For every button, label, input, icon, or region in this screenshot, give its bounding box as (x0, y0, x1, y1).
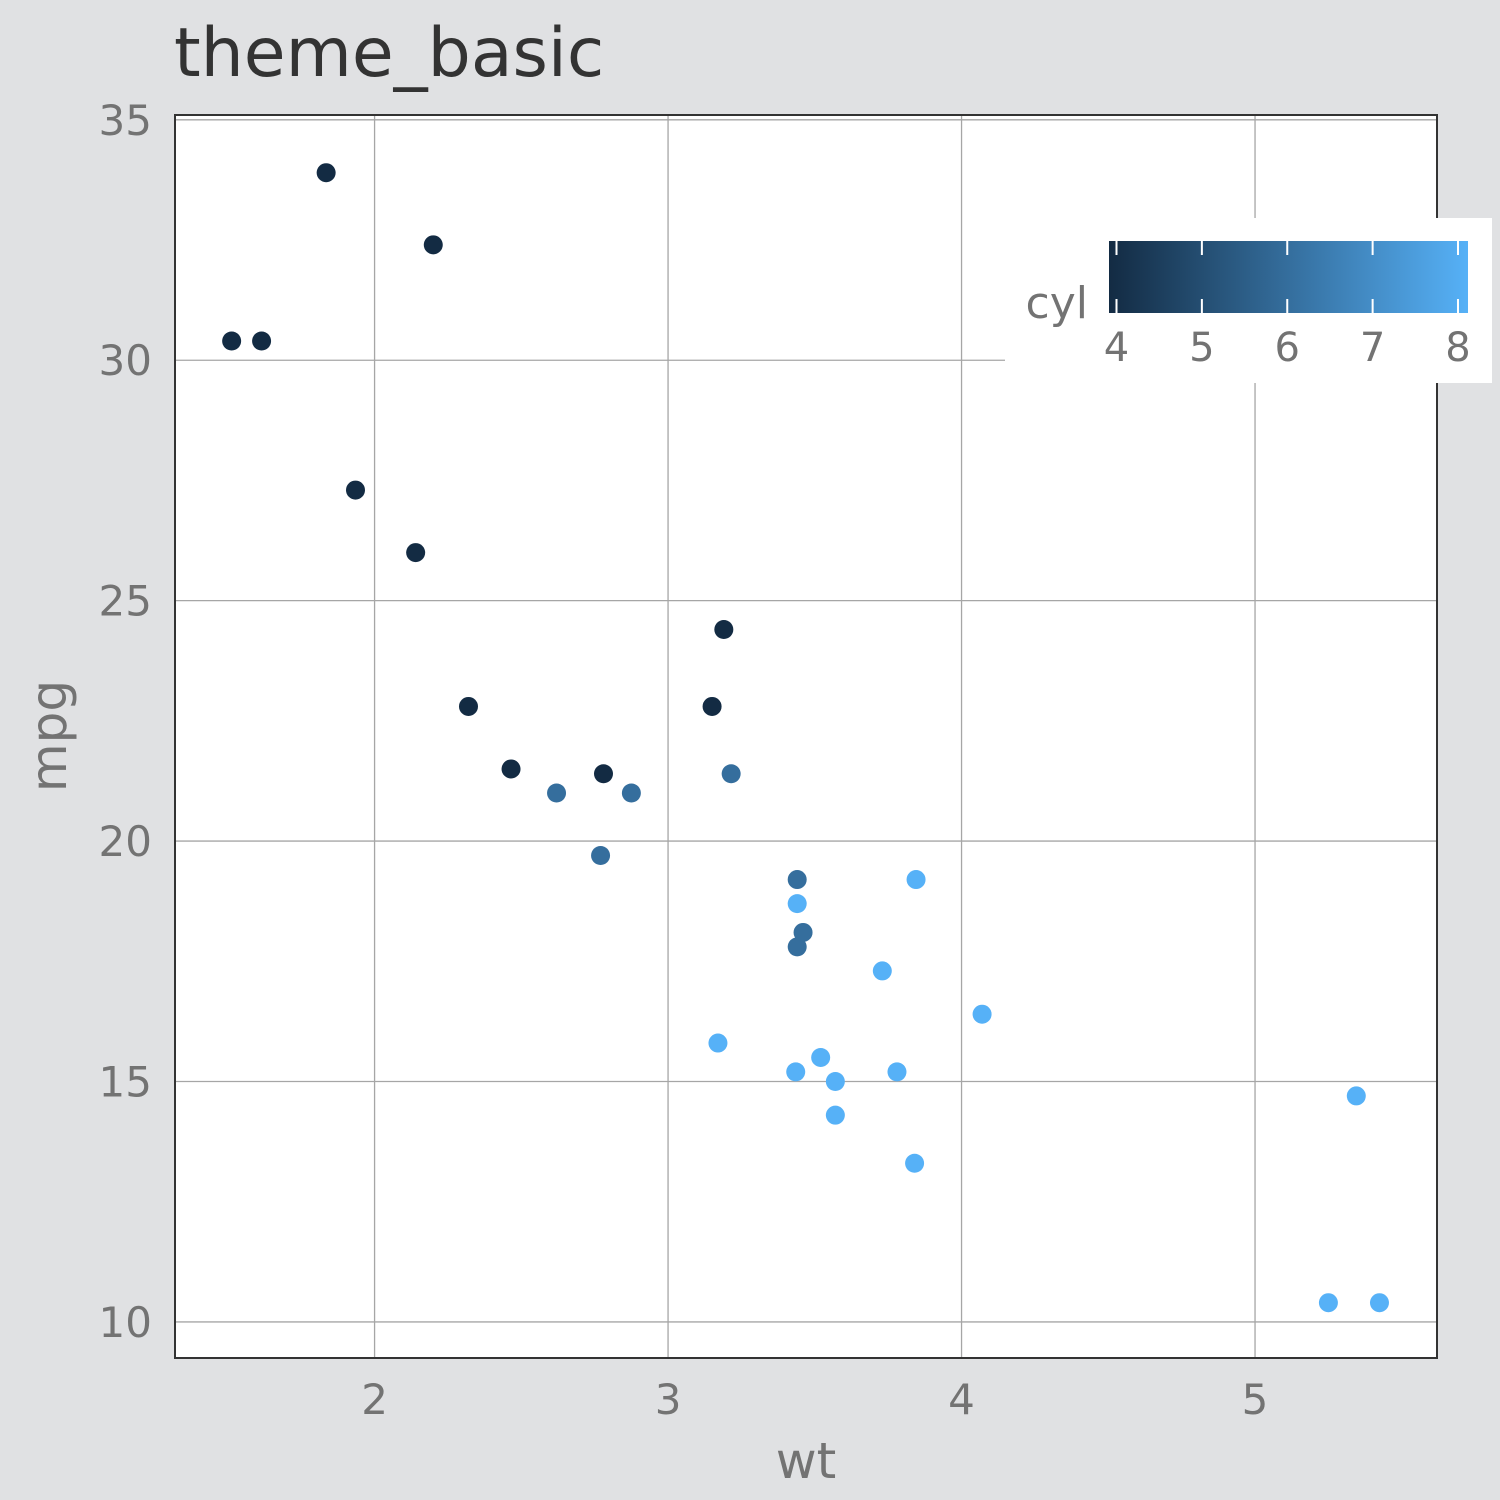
data-point (702, 696, 722, 716)
legend-ticks: 4 5 6 7 8 (1104, 241, 1471, 371)
data-point (787, 870, 807, 890)
x-axis-title: wt (776, 1432, 837, 1490)
y-tick-label: 20 (99, 817, 152, 866)
data-point (591, 846, 611, 866)
x-tick-label: 5 (1242, 1375, 1269, 1424)
legend-title: cyl (1026, 278, 1088, 329)
data-point (1369, 1293, 1389, 1313)
data-point (252, 331, 272, 351)
legend-tick-label: 5 (1189, 325, 1214, 371)
legend: cyl 4 5 6 7 8 (1005, 218, 1492, 383)
chart-title: theme_basic (174, 14, 604, 93)
data-point (1346, 1086, 1366, 1106)
data-point (547, 783, 567, 803)
data-point (721, 764, 741, 784)
data-point (316, 163, 336, 183)
data-point (345, 480, 365, 500)
data-point (501, 759, 521, 779)
data-points (222, 163, 1389, 1313)
data-point (825, 1105, 845, 1125)
x-tick-label: 2 (361, 1375, 388, 1424)
legend-tick-label: 8 (1445, 325, 1470, 371)
data-point (222, 331, 242, 351)
data-point (787, 894, 807, 914)
data-point (825, 1072, 845, 1092)
data-point (786, 1062, 806, 1082)
plot-panel-border (174, 114, 1438, 1359)
data-point (787, 937, 807, 957)
y-axis-title: mpg (20, 680, 78, 792)
data-point (406, 543, 426, 563)
y-tick-label: 35 (99, 96, 152, 145)
data-point (872, 961, 892, 981)
data-point (906, 870, 926, 890)
x-axis-ticks: 2 3 4 5 (361, 1375, 1268, 1424)
data-point (714, 620, 734, 640)
data-point (887, 1062, 907, 1082)
y-tick-label: 25 (99, 577, 152, 626)
data-point (905, 1153, 925, 1173)
y-tick-label: 15 (99, 1058, 152, 1107)
x-tick-label: 4 (948, 1375, 975, 1424)
data-point (811, 1047, 831, 1067)
y-tick-label: 10 (99, 1298, 152, 1347)
legend-tick-label: 7 (1360, 325, 1385, 371)
y-tick-label: 30 (99, 336, 152, 385)
legend-tick-label: 4 (1104, 325, 1129, 371)
data-point (793, 922, 813, 942)
data-point (708, 1033, 728, 1053)
x-tick-label: 3 (655, 1375, 682, 1424)
data-point (423, 235, 443, 255)
data-point (458, 696, 478, 716)
y-axis-ticks: 10 15 20 25 30 35 (99, 96, 152, 1347)
legend-tick-label: 6 (1275, 325, 1300, 371)
data-point (593, 764, 613, 784)
data-point (621, 783, 641, 803)
grid-lines (175, 115, 1437, 1358)
data-point (1318, 1293, 1338, 1313)
legend-colorbar (1109, 241, 1468, 313)
data-point (972, 1004, 992, 1024)
